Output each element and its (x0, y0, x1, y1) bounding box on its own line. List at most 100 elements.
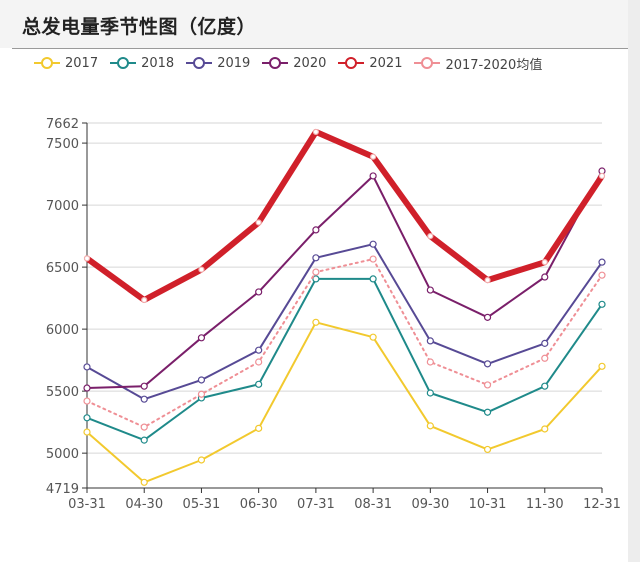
legend-label: 2017-2020均值 (445, 57, 543, 73)
x-tick-label: 11-30 (526, 497, 564, 512)
data-point (483, 360, 492, 368)
x-tick-label: 09-30 (411, 497, 449, 512)
data-point (197, 334, 206, 342)
series-line-2018 (86, 277, 603, 442)
legend-item-2019[interactable]: 2019 (186, 56, 250, 71)
x-tick-label: 05-31 (183, 497, 221, 512)
data-point (426, 358, 434, 366)
data-point (198, 266, 205, 273)
x-tick-label: 07-31 (297, 497, 335, 512)
legend-marker-icon (186, 57, 213, 69)
data-point (369, 333, 377, 341)
data-point (426, 337, 434, 345)
data-point (140, 395, 148, 403)
data-point (140, 382, 148, 390)
data-point (598, 172, 606, 180)
data-point (312, 268, 320, 276)
data-point (426, 389, 434, 397)
data-point (483, 313, 492, 321)
data-point (541, 339, 549, 347)
legend-marker-icon (110, 57, 137, 69)
data-point (83, 384, 91, 392)
legend-label: 2019 (217, 55, 251, 71)
data-point (427, 233, 434, 240)
legend-item-2017-2020均值[interactable]: 2017-2020均值 (414, 54, 542, 73)
y-tick-label: 5000 (46, 447, 79, 462)
data-point (197, 376, 206, 384)
series-line-2017 (86, 321, 603, 484)
data-point (598, 258, 606, 266)
page-scrollbar-track (628, 0, 640, 562)
data-point (541, 425, 549, 433)
legend-item-2018[interactable]: 2018 (110, 56, 174, 71)
y-tick-label: 7500 (46, 137, 79, 152)
data-point (598, 362, 606, 370)
legend-label: 2021 (369, 55, 403, 71)
data-point (312, 226, 320, 234)
data-point (369, 240, 377, 248)
y-tick-label: 6000 (46, 323, 79, 338)
data-point (426, 286, 434, 294)
data-point (369, 172, 377, 180)
y-tick-label: 4719 (46, 482, 79, 497)
legend-label: 2020 (293, 55, 327, 71)
data-point (255, 380, 263, 388)
data-point (541, 273, 549, 281)
x-tick-label: 03-31 (68, 497, 106, 512)
data-point (369, 255, 377, 263)
y-tick-label: 7662 (46, 117, 79, 132)
data-point (483, 408, 492, 416)
legend-item-2017[interactable]: 2017 (34, 56, 98, 71)
data-point (140, 423, 148, 431)
y-tick-label: 7000 (46, 199, 79, 214)
x-tick-label: 10-31 (469, 497, 507, 512)
series-line-2017-2020均值 (86, 258, 603, 429)
data-point (312, 128, 319, 136)
data-point (598, 300, 606, 308)
chart-legend: 2017 2018 2019 2020 2021 2017-2020均值 (34, 53, 554, 73)
data-point (197, 390, 206, 398)
data-point (312, 275, 320, 283)
data-point (255, 424, 263, 432)
legend-marker-icon (414, 57, 441, 69)
legend-label: 2017 (65, 55, 99, 71)
data-point (140, 478, 148, 486)
data-point (541, 259, 548, 266)
chart-title: 总发电量季节性图（亿度） (22, 16, 257, 38)
data-point (255, 288, 263, 296)
x-tick-label: 12-31 (583, 497, 621, 512)
legend-item-2021[interactable]: 2021 (338, 56, 402, 71)
data-point (312, 254, 320, 262)
legend-marker-icon (262, 57, 289, 69)
data-point (83, 255, 91, 262)
data-point (541, 354, 549, 362)
x-tick-label: 08-31 (354, 497, 392, 512)
data-point (83, 428, 91, 436)
data-point (255, 219, 262, 226)
legend-marker-icon (338, 57, 365, 69)
y-tick-label: 6500 (46, 261, 79, 276)
data-point (312, 318, 320, 326)
data-point (484, 277, 491, 284)
data-point (255, 358, 263, 366)
data-point (426, 422, 434, 430)
data-point (598, 271, 606, 279)
series-line-2021 (84, 128, 605, 303)
chart-header: 总发电量季节性图（亿度） (0, 0, 628, 48)
series-line-2020 (86, 170, 603, 389)
data-point (369, 275, 377, 283)
legend-marker-icon (34, 57, 60, 69)
data-point (255, 346, 263, 354)
data-point (370, 153, 377, 160)
data-point (83, 414, 91, 422)
data-point (541, 382, 549, 390)
data-point (483, 381, 492, 389)
header-divider (12, 48, 628, 49)
legend-item-2020[interactable]: 2020 (262, 56, 326, 71)
y-tick-label: 5500 (46, 385, 79, 400)
data-point (483, 445, 492, 454)
data-point (197, 456, 206, 464)
data-point (140, 436, 148, 444)
data-point (83, 397, 91, 405)
